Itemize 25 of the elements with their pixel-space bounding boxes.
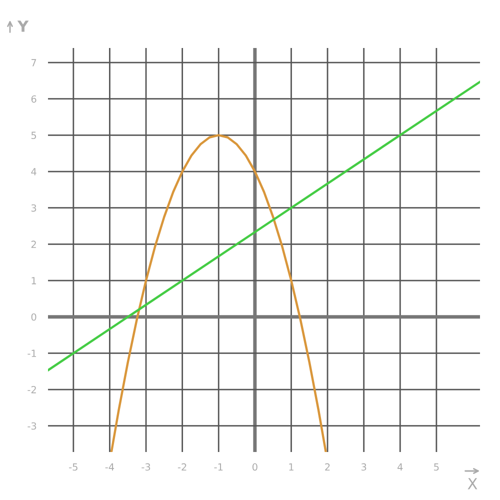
line-series xyxy=(110,134,327,452)
x-tick-label: 0 xyxy=(252,463,258,471)
y-tick-label: 2 xyxy=(31,240,36,248)
x-tick-label: 4 xyxy=(398,463,403,470)
y-tick-label: 7 xyxy=(32,59,36,66)
y-tick-label: 5 xyxy=(31,132,36,140)
y-tick-label: 6 xyxy=(31,95,36,103)
x-tick-label: -2 xyxy=(178,463,186,470)
y-tick-label: -1 xyxy=(28,350,36,357)
y-tick-label: 1 xyxy=(32,277,36,284)
x-axis-title: X xyxy=(468,478,478,490)
y-tick-label: -2 xyxy=(28,386,36,394)
x-tick-label: 3 xyxy=(361,463,366,471)
x-tick-label: -3 xyxy=(142,463,150,471)
y-tick-label: -3 xyxy=(28,422,36,430)
x-tick-label: 5 xyxy=(434,463,439,471)
x-tick-label: -5 xyxy=(69,463,78,471)
y-tick-label: 4 xyxy=(31,168,36,176)
y-tick-label: 0 xyxy=(31,313,36,321)
x-tick-label: -4 xyxy=(105,463,114,470)
y-axis-title: Y xyxy=(17,20,29,32)
x-tick-label: 2 xyxy=(325,463,330,470)
x-tick-label: -1 xyxy=(214,463,223,470)
y-tick-label: 3 xyxy=(31,204,36,212)
x-tick-label: 1 xyxy=(289,463,294,470)
